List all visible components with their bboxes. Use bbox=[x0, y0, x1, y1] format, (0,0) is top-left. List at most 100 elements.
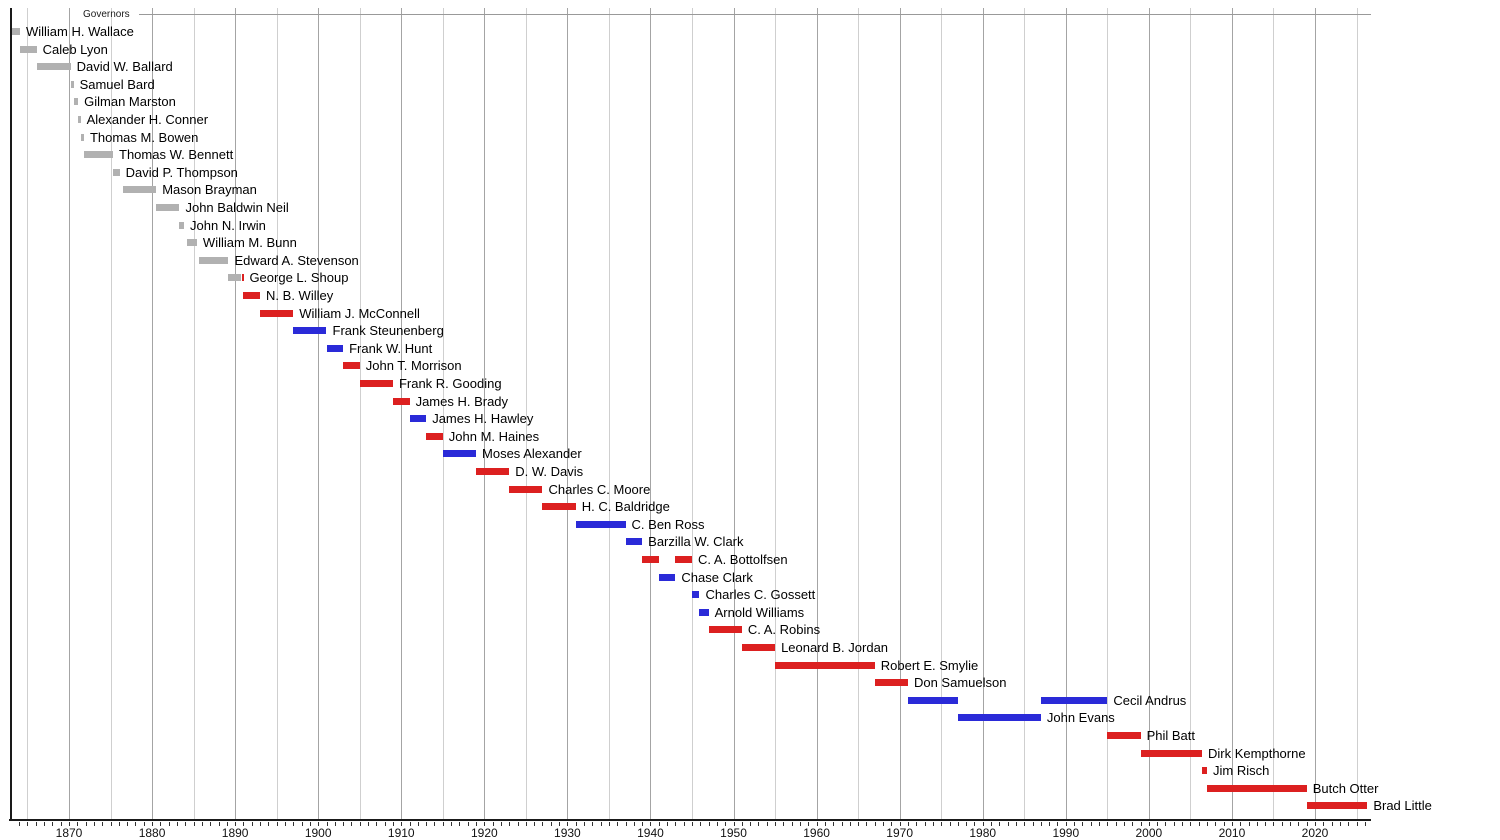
governor-bar bbox=[775, 661, 875, 669]
axis-tick bbox=[642, 821, 644, 826]
axis-tick bbox=[476, 821, 478, 826]
governor-bar bbox=[70, 80, 74, 88]
governor-label: John Evans bbox=[1046, 710, 1115, 726]
axis-tick bbox=[1223, 821, 1225, 826]
governor-bar bbox=[179, 221, 185, 229]
gridline-year-1915 bbox=[442, 8, 444, 820]
governor-label: John N. Irwin bbox=[190, 217, 266, 233]
axis-tick bbox=[858, 821, 860, 826]
gridline-year-2005 bbox=[1190, 8, 1192, 820]
governor-label: Mason Brayman bbox=[162, 182, 257, 198]
gridline-year-1965 bbox=[858, 8, 860, 820]
axis-label-1930: 1930 bbox=[554, 825, 581, 840]
axis-tick bbox=[218, 821, 220, 826]
axis-tick bbox=[1074, 821, 1076, 826]
axis-tick bbox=[916, 821, 918, 826]
axis-tick bbox=[426, 821, 428, 826]
axis-tick bbox=[750, 821, 752, 826]
axis-tick bbox=[467, 821, 469, 826]
axis-tick bbox=[409, 821, 411, 826]
governor-bar bbox=[392, 397, 410, 405]
axis-tick bbox=[176, 821, 178, 826]
gridline-year-1930 bbox=[567, 8, 569, 820]
gridline-year-1970 bbox=[899, 8, 901, 820]
governor-bar bbox=[675, 556, 692, 563]
axis-tick bbox=[226, 821, 228, 826]
axis-tick bbox=[708, 821, 710, 826]
axis-tick bbox=[251, 821, 253, 826]
axis-tick bbox=[60, 821, 62, 826]
gridline-year-1950 bbox=[733, 8, 735, 820]
governor-label: Frank W. Hunt bbox=[349, 340, 433, 356]
axis-label-1910: 1910 bbox=[387, 825, 415, 840]
axis-tick bbox=[1015, 821, 1017, 826]
governor-bar bbox=[1140, 749, 1203, 757]
axis-label-1960: 1960 bbox=[803, 825, 830, 840]
governor-label: Robert E. Smylie bbox=[880, 657, 979, 673]
axis-tick bbox=[260, 821, 262, 826]
axis-tick bbox=[700, 821, 702, 826]
axis-tick bbox=[833, 821, 835, 826]
governor-bar bbox=[343, 362, 360, 370]
axis-tick bbox=[542, 821, 544, 826]
governor-bar bbox=[19, 45, 37, 53]
axis-tick bbox=[675, 821, 677, 826]
axis-tick bbox=[127, 821, 129, 826]
axis-label-1990: 1990 bbox=[1052, 825, 1080, 840]
axis-tick bbox=[318, 821, 320, 826]
axis-tick bbox=[891, 821, 893, 826]
axis-tick bbox=[766, 821, 768, 826]
governor-label: D. W. Davis bbox=[515, 464, 584, 479]
axis-tick bbox=[866, 821, 868, 826]
gridline-year-1940 bbox=[650, 8, 652, 820]
axis-tick bbox=[235, 821, 237, 826]
axis-tick bbox=[1107, 821, 1109, 826]
gridline-year-1920 bbox=[484, 8, 486, 820]
axis-tick bbox=[492, 821, 494, 826]
governor-label: Leonard B. Jordan bbox=[781, 640, 889, 655]
axis-tick bbox=[1123, 821, 1125, 826]
axis-tick bbox=[841, 821, 843, 826]
axis-tick bbox=[1099, 821, 1101, 826]
governor-bar bbox=[692, 591, 700, 599]
axis-tick bbox=[44, 821, 46, 826]
axis-tick bbox=[883, 821, 885, 826]
governor-label: Charles C. Moore bbox=[548, 481, 651, 497]
axis-tick bbox=[1281, 821, 1283, 826]
governor-label: Chase Clark bbox=[681, 569, 753, 585]
axis-tick bbox=[791, 821, 793, 826]
axis-tick bbox=[243, 821, 245, 826]
axis-tick bbox=[384, 821, 386, 826]
axis-label-2020: 2020 bbox=[1301, 825, 1329, 840]
gridline-year-1935 bbox=[608, 8, 610, 820]
governor-label: C. A. Robins bbox=[747, 622, 821, 638]
axis-tick bbox=[741, 821, 743, 826]
axis-tick bbox=[907, 821, 909, 826]
axis-tick bbox=[417, 821, 419, 826]
axis-tick bbox=[1290, 821, 1292, 826]
governor-bar bbox=[122, 186, 157, 194]
axis-tick bbox=[1040, 821, 1042, 826]
axis-tick bbox=[1090, 821, 1092, 826]
gridline-year-1885 bbox=[193, 8, 195, 820]
axis-tick bbox=[85, 821, 87, 826]
axis-label-1940: 1940 bbox=[637, 825, 664, 840]
gridline-year-1880 bbox=[152, 8, 154, 820]
axis-tick bbox=[1348, 821, 1350, 826]
axis-tick bbox=[93, 821, 95, 826]
governor-label: Charles C. Gossett bbox=[705, 587, 816, 603]
governor-bar bbox=[293, 327, 327, 335]
governor-label: William M. Bunn bbox=[202, 235, 297, 251]
governor-label: William H. Wallace bbox=[25, 24, 134, 39]
governor-label: David W. Ballard bbox=[76, 59, 173, 75]
axis-tick bbox=[1065, 821, 1067, 826]
axis-tick bbox=[874, 821, 876, 826]
axis-tick bbox=[999, 821, 1001, 826]
governor-label: Alexander H. Conner bbox=[86, 112, 209, 127]
axis-tick bbox=[160, 821, 162, 826]
governor-bar bbox=[326, 344, 344, 352]
axis-tick bbox=[799, 821, 801, 826]
axis-tick bbox=[451, 821, 453, 826]
axis-tick bbox=[1115, 821, 1117, 826]
gridline-year-1960 bbox=[816, 8, 818, 820]
